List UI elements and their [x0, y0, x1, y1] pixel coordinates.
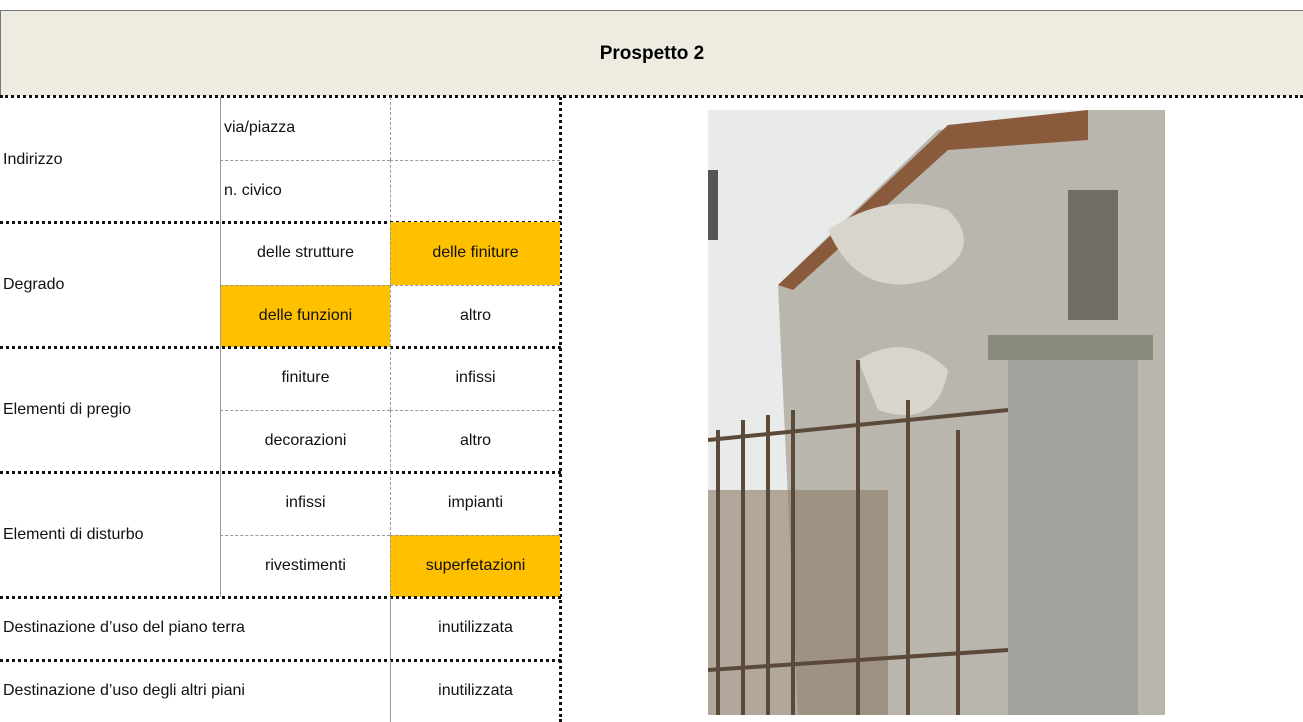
table-cell: [390, 97, 560, 160]
table-cell: via/piazza: [220, 97, 390, 160]
photo: [708, 110, 1165, 715]
table-cell: superfetazioni: [390, 534, 560, 597]
group-label: Degrado: [3, 275, 65, 293]
separator: [0, 95, 1303, 98]
separator: [0, 221, 561, 224]
header-title: Prospetto 2: [0, 10, 1303, 96]
table-cell: delle finiture: [390, 222, 560, 285]
separator: [0, 658, 561, 662]
table-cell: n. civico: [220, 159, 390, 222]
table-cell: rivestimenti: [220, 534, 390, 597]
table-cell: altro: [390, 409, 560, 472]
column-separator: [559, 97, 562, 722]
table-cell: decorazioni: [220, 409, 390, 472]
separator: [0, 596, 561, 599]
table-cell: finiture: [220, 347, 390, 410]
use-label: Destinazione d’uso del piano terra: [3, 619, 245, 637]
table-cell: [390, 159, 560, 222]
group-label: Elementi di disturbo: [3, 525, 144, 543]
separator: [0, 346, 561, 349]
separator: [0, 471, 561, 474]
group-label: Elementi di pregio: [3, 400, 132, 418]
table-cell: impianti: [390, 472, 560, 535]
use-value: inutilizzata: [390, 659, 560, 722]
use-label: Destinazione d’uso degli altri piani: [3, 681, 245, 699]
use-value: inutilizzata: [390, 597, 560, 660]
table-cell: delle funzioni: [220, 284, 390, 347]
table-cell: infissi: [220, 472, 390, 535]
group-label: Indirizzo: [3, 150, 63, 168]
table-cell: delle strutture: [220, 222, 390, 285]
table-cell: infissi: [390, 347, 560, 410]
table-cell: altro: [390, 284, 560, 347]
